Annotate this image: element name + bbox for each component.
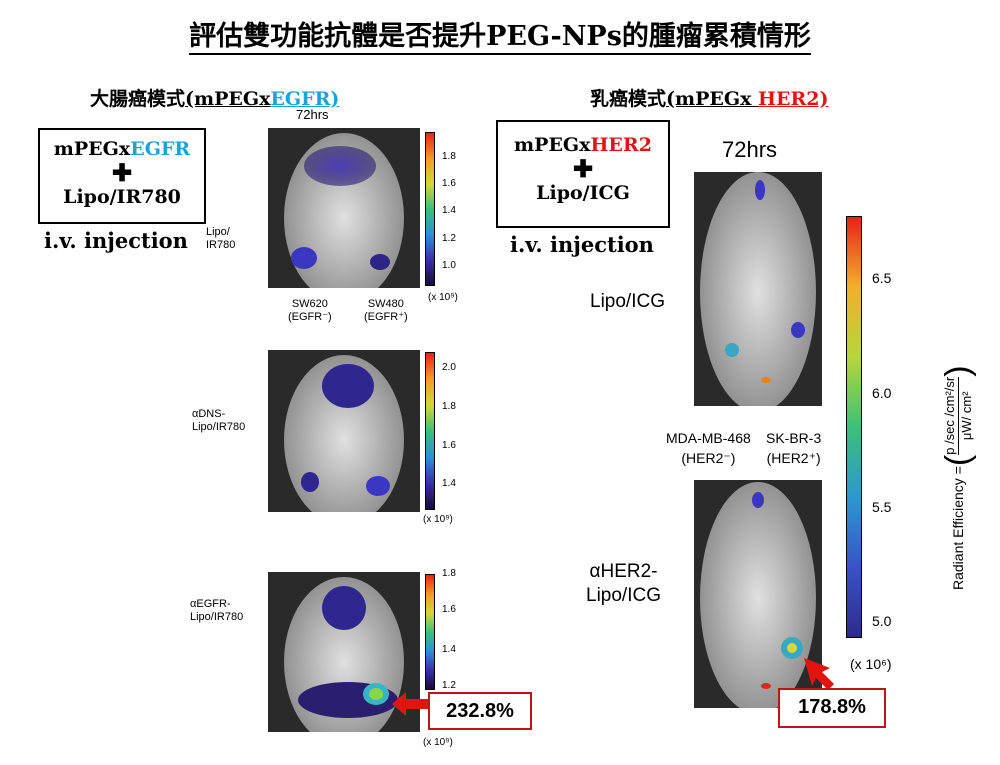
- right-injection-label: i.v. injection: [510, 232, 654, 257]
- colorbar-unit: (x 10⁶): [850, 656, 892, 672]
- ivis-image-left-row1: [268, 128, 420, 288]
- left-tumor-label-right: SW480 (EGFR⁺): [364, 298, 408, 323]
- right-percent-badge: 178.8%: [778, 688, 886, 728]
- right-tumor-label-left: MDA-MB-468 (HER2⁻): [666, 430, 751, 466]
- units-denominator: μW/ cm²: [958, 391, 974, 441]
- plus-icon: ✚: [111, 158, 133, 187]
- left-percent-badge: 232.8%: [428, 692, 532, 730]
- axis-label-text: Radiant Efficiency =: [950, 466, 966, 590]
- colorbar-tick: 1.2: [442, 680, 456, 691]
- colorbar-tick: 1.6: [442, 604, 456, 615]
- ivis-image-left-row2: [268, 350, 420, 512]
- colorbar-tick: 6.0: [872, 385, 892, 401]
- colorbar-tick: 2.0: [442, 362, 456, 373]
- colorbar-tick: 1.2: [442, 233, 456, 244]
- radiant-efficiency-axis-label: Radiant Efficiency = ( p /sec /cm²/sr μW…: [939, 365, 977, 590]
- colorbar-tick: 1.4: [442, 205, 456, 216]
- ivis-image-right-row1: [694, 172, 822, 406]
- left-injection-label: i.v. injection: [44, 228, 188, 253]
- left-callout-arrow: [392, 692, 432, 716]
- colorbar-tick: 1.0: [442, 260, 456, 271]
- right-time-label: 72hrs: [722, 137, 778, 162]
- left-tumor-label-left: SW620 (EGFR⁻): [288, 298, 332, 323]
- left-colorbar-1: [425, 132, 435, 286]
- left-row3-label: αEGFR- Lipo/IR780: [190, 598, 244, 623]
- units-numerator: p /sec /cm²/sr: [941, 376, 959, 455]
- right-section-heading: 乳癌模式(mPEGx HER2): [590, 88, 829, 110]
- colorbar-tick: 5.5: [872, 499, 892, 515]
- left-row1-label: Lipo/ IR780: [206, 226, 236, 251]
- right-tumor-label-right: SK-BR-3 (HER2⁺): [766, 430, 822, 466]
- plus-icon: ✚: [572, 154, 594, 183]
- left-row2-label: αDNS- Lipo/IR780: [192, 408, 246, 433]
- colorbar-tick: 1.4: [442, 644, 456, 655]
- colorbar-tick: 1.8: [442, 151, 456, 162]
- colorbar-tick: 5.0: [872, 613, 892, 629]
- right-row1-label: Lipo/ICG: [590, 291, 665, 312]
- colorbar-tick: 1.6: [442, 178, 456, 189]
- left-time-label: 72hrs: [296, 107, 329, 122]
- colorbar-tick: 1.6: [442, 440, 456, 451]
- right-treatment-box: mPEGxHER2 ✚ Lipo/ICG: [496, 120, 670, 228]
- right-callout-arrow: [804, 658, 834, 690]
- ivis-image-right-row2: [694, 480, 822, 708]
- colorbar-tick: 1.8: [442, 568, 456, 579]
- left-colorbar-2: [425, 352, 435, 510]
- right-colorbar: [846, 216, 862, 638]
- page-title: 評估雙功能抗體是否提升PEG-NPs的腫瘤累積情形: [0, 14, 1000, 55]
- colorbar-unit: (x 10⁹): [423, 514, 453, 525]
- left-section-heading: 大腸癌模式(mPEGxEGFR): [90, 88, 340, 110]
- left-treatment-box: mPEGxEGFR ✚ Lipo/IR780: [38, 128, 206, 224]
- left-colorbar-3: [425, 574, 435, 690]
- colorbar-tick: 6.5: [872, 270, 892, 286]
- colorbar-unit: (x 10⁹): [423, 737, 453, 748]
- colorbar-tick: 1.8: [442, 401, 456, 412]
- colorbar-unit: (x 10⁹): [428, 292, 458, 303]
- right-row2-label: αHER2- Lipo/ICG: [586, 561, 661, 606]
- colorbar-tick: 1.4: [442, 478, 456, 489]
